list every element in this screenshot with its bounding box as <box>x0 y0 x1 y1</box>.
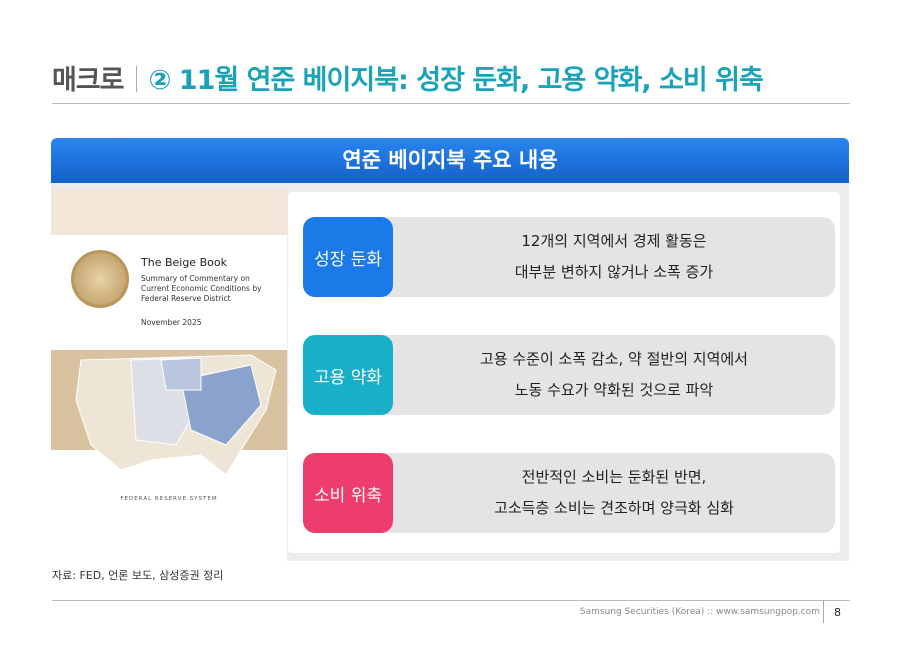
text-line: 노동 수요가 약화된 것으로 파악 <box>514 381 714 399</box>
item-text: 전반적인 소비는 둔화된 반면, 고소득층 소비는 견조하며 양극화 심화 <box>393 453 835 533</box>
book-subtitle: Summary of Commentary on Current Economi… <box>141 274 262 304</box>
footer-rule <box>52 600 850 601</box>
book-title: The Beige Book <box>141 256 227 269</box>
text-line: 고소득층 소비는 견조하며 양극화 심화 <box>494 499 734 517</box>
text-line: 12개의 지역에서 경제 활동은 <box>521 232 707 250</box>
title-rule <box>52 103 850 104</box>
fed-seal-icon <box>71 250 129 308</box>
text-line: 전반적인 소비는 둔화된 반면, <box>521 468 707 486</box>
us-map-image <box>51 350 287 476</box>
text-line: 고용 수준이 소폭 감소, 약 절반의 지역에서 <box>480 350 748 368</box>
footer-text: Samsung Securities (Korea) :: www.samsun… <box>579 607 820 617</box>
book-date: November 2025 <box>141 318 202 327</box>
item-consumption: 소비 위축 전반적인 소비는 둔화된 반면, 고소득층 소비는 견조하며 양극화 … <box>303 453 835 533</box>
banner: 연준 베이지북 주요 내용 <box>51 138 849 183</box>
subtitle-line: Current Economic Conditions by <box>141 284 262 293</box>
title-text: ② 11월 연준 베이지북: 성장 둔화, 고용 약화, 소비 위축 <box>148 65 764 96</box>
cover-band <box>51 190 287 235</box>
footer-divider <box>823 601 824 623</box>
title-divider <box>135 66 137 92</box>
book-footer: FEDERAL RESERVE SYSTEM <box>120 496 218 502</box>
subtitle-line: Federal Reserve District <box>141 294 231 303</box>
page-number: 8 <box>834 606 841 619</box>
source-note: 자료: FED, 언론 보도, 삼성증권 정리 <box>52 569 224 582</box>
item-label: 소비 위축 <box>303 453 393 533</box>
beige-book-cover: The Beige Book Summary of Commentary on … <box>51 190 287 565</box>
subtitle-line: Summary of Commentary on <box>141 274 250 283</box>
section-label: 매크로 <box>52 65 125 96</box>
text-line: 대부분 변하지 않거나 소폭 증가 <box>514 263 714 281</box>
item-label: 고용 약화 <box>303 335 393 415</box>
page-title: 매크로 ② 11월 연준 베이지북: 성장 둔화, 고용 약화, 소비 위축 <box>52 58 764 97</box>
item-label: 성장 둔화 <box>303 217 393 297</box>
